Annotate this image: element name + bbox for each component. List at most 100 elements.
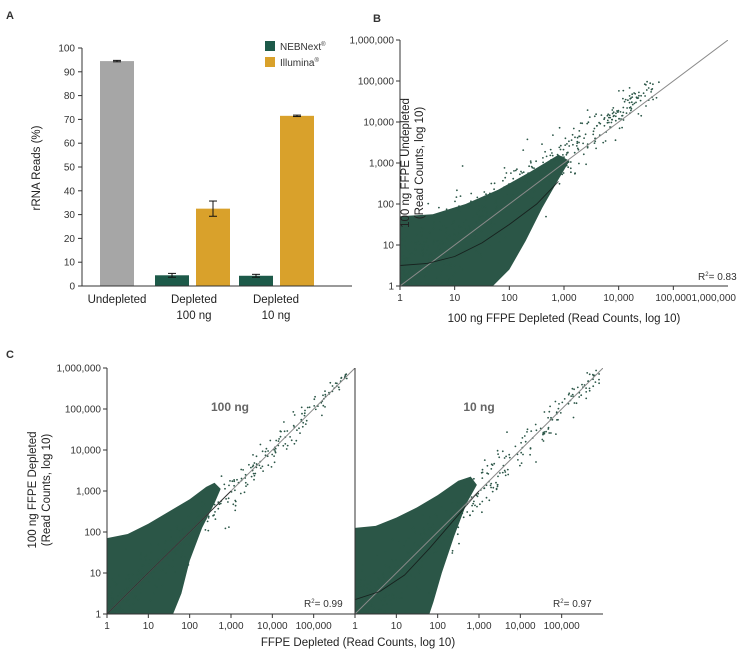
scatter-point [191, 536, 194, 539]
scatter-point [361, 564, 364, 566]
scatter-point [338, 388, 341, 391]
scatter-point [501, 471, 504, 474]
scatter-point [432, 215, 435, 218]
scatter-point [116, 583, 119, 585]
scatter-point [421, 248, 424, 251]
panel-a-bar-chart: rRNA Reads (%) 0 10 20 30 40 50 60 70 80 90 100 Un… [31, 41, 352, 322]
scatter-point [278, 438, 280, 440]
scatter-point [252, 464, 255, 467]
scatter-point [510, 172, 512, 175]
scatter-point [480, 238, 483, 241]
scatter-point [474, 205, 477, 208]
scatter-point [306, 406, 309, 409]
scatter-point [635, 101, 637, 104]
scatter-point [383, 595, 386, 598]
scatter-point [433, 552, 436, 555]
scatter-point [556, 153, 559, 156]
scatter-point [403, 561, 406, 564]
scatter-point [516, 201, 518, 204]
scatter-point [611, 109, 614, 111]
scatter-point [274, 451, 277, 454]
scatter-point [255, 455, 258, 458]
scatter-point [107, 593, 110, 596]
scatter-point [624, 98, 627, 101]
scatter-point [496, 449, 499, 452]
scatter-point [558, 126, 561, 129]
scatter-point [640, 94, 642, 97]
scatter-point [116, 599, 118, 602]
scatter-point [254, 472, 257, 475]
scatter-point [137, 584, 140, 586]
scatter-point [141, 564, 144, 566]
scatter-point [497, 453, 499, 455]
scatter-point [490, 486, 492, 489]
scatter-point [129, 610, 132, 612]
scatter-point [461, 165, 464, 167]
scatter-point [182, 533, 184, 535]
scatter-point [109, 600, 111, 603]
scatter-point [154, 584, 157, 587]
scatter-point [331, 385, 334, 387]
scatter-point [652, 83, 654, 86]
scatter-point [559, 144, 562, 147]
scatter-point [190, 538, 192, 541]
scatter-point [428, 516, 431, 519]
scatter-point [578, 130, 581, 132]
scatter-point [262, 470, 264, 472]
scatter-point [440, 541, 442, 544]
scatter-point [377, 609, 380, 611]
scatter-point [416, 586, 418, 589]
scatter-point [414, 531, 417, 534]
scatter-point [478, 216, 481, 218]
scatter-point [649, 82, 652, 85]
scatter-point [344, 375, 346, 377]
scatter-point [453, 264, 456, 267]
scatter-point [412, 559, 414, 562]
scatter-point [395, 583, 397, 585]
scatter-point [475, 250, 478, 253]
scatter-point [495, 217, 498, 220]
scatter-point [542, 440, 545, 442]
scatter-point [512, 187, 514, 190]
scatter-point [174, 552, 177, 555]
scatter-point [565, 153, 568, 156]
scatter-point [534, 423, 537, 426]
scatter-point [464, 248, 467, 251]
scatter-point [506, 192, 508, 195]
scatter-point [213, 503, 216, 506]
scatter-point [617, 109, 620, 112]
scatter-point [502, 179, 504, 182]
scatter-point [391, 595, 394, 597]
scatter-point [119, 591, 121, 594]
scatter-point [520, 451, 523, 454]
scatter-point [530, 196, 533, 199]
scatter-point [517, 459, 519, 461]
scatter-point [194, 523, 197, 526]
scatter-point [365, 597, 367, 599]
scatter-point [359, 582, 362, 585]
scatter-point [408, 267, 411, 270]
scatter-point [415, 233, 418, 236]
scatter-point [485, 496, 488, 499]
scatter-point [608, 121, 610, 124]
scatter-point [368, 589, 371, 592]
scatter-point [363, 598, 366, 600]
panel-c-100ng-r-squared: R2= 0.99 [304, 599, 343, 610]
scatter-point [360, 604, 362, 606]
scatter-point [638, 94, 640, 97]
scatter-point [478, 230, 481, 232]
scatter-point [471, 479, 474, 482]
scatter-point [431, 253, 433, 256]
scatter-point [293, 442, 296, 445]
scatter-point [433, 529, 436, 531]
scatter-point [445, 215, 448, 217]
bar-illumina-100ng [196, 208, 230, 286]
scatter-point [383, 611, 386, 614]
scatter-point [148, 581, 151, 583]
scatter-point [314, 408, 317, 411]
scatter-point [421, 560, 423, 562]
scatter-point [359, 579, 362, 581]
scatter-point [446, 227, 449, 230]
scatter-point [427, 258, 430, 261]
